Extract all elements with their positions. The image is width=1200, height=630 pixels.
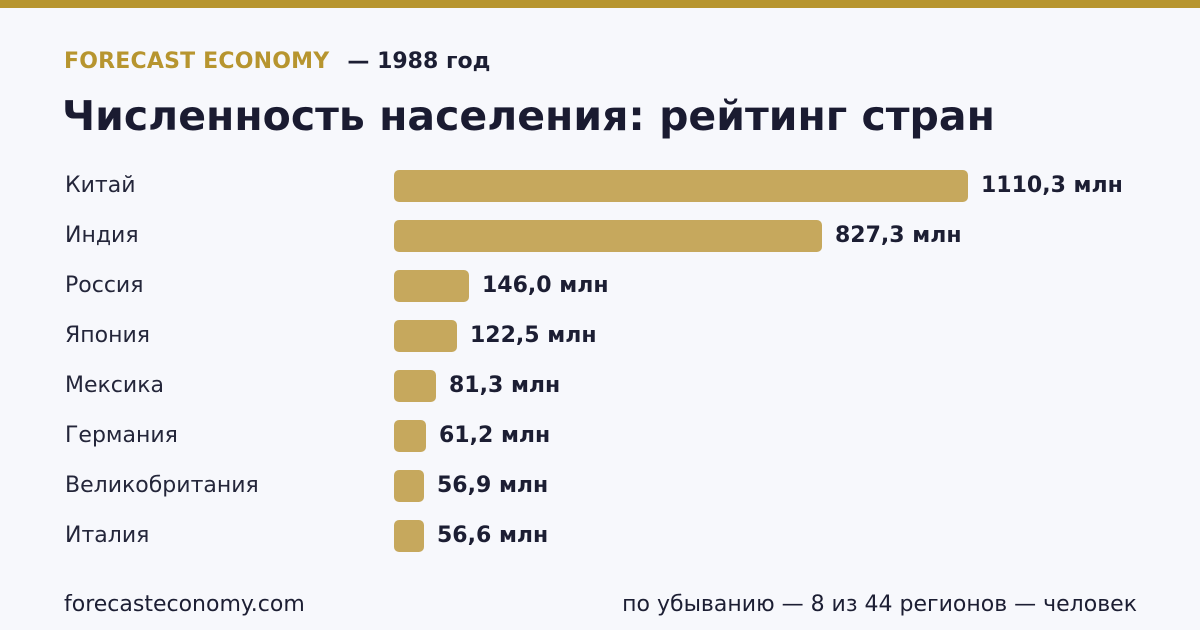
top-accent-bar: [0, 0, 1200, 8]
value-label: 56,9 млн: [437, 473, 549, 498]
category-label: Россия: [65, 273, 144, 298]
footer-note: по убыванию — 8 из 44 регионов — человек: [622, 592, 1137, 617]
category-label: Индия: [65, 223, 139, 248]
category-label: Япония: [65, 323, 151, 348]
value-label: 1110,3 млн: [981, 173, 1123, 198]
category-label: Великобритания: [65, 473, 259, 498]
category-label: Германия: [65, 423, 178, 448]
value-label: 122,5 млн: [470, 323, 597, 348]
category-label: Италия: [65, 523, 150, 548]
bar: [394, 320, 457, 352]
bar: [394, 520, 424, 552]
value-label: 61,2 млн: [439, 423, 551, 448]
brand-label: FORECAST ECONOMY: [64, 48, 330, 74]
footer-site: forecasteconomy.com: [64, 592, 305, 617]
value-label: 827,3 млн: [835, 223, 962, 248]
bar: [394, 220, 822, 252]
value-label: 56,6 млн: [437, 523, 549, 548]
category-label: Мексика: [65, 373, 164, 398]
bar: [394, 270, 469, 302]
bar: [394, 420, 426, 452]
bar: [394, 470, 424, 502]
year-label: — 1988 год: [347, 48, 491, 74]
value-label: 146,0 млн: [482, 273, 609, 298]
bar: [394, 370, 436, 402]
header: FORECAST ECONOMY — 1988 год: [64, 44, 490, 78]
bar: [394, 170, 968, 202]
chart-title: Численность населения: рейтинг стран: [62, 92, 995, 140]
value-label: 81,3 млн: [449, 373, 561, 398]
category-label: Китай: [65, 173, 136, 198]
